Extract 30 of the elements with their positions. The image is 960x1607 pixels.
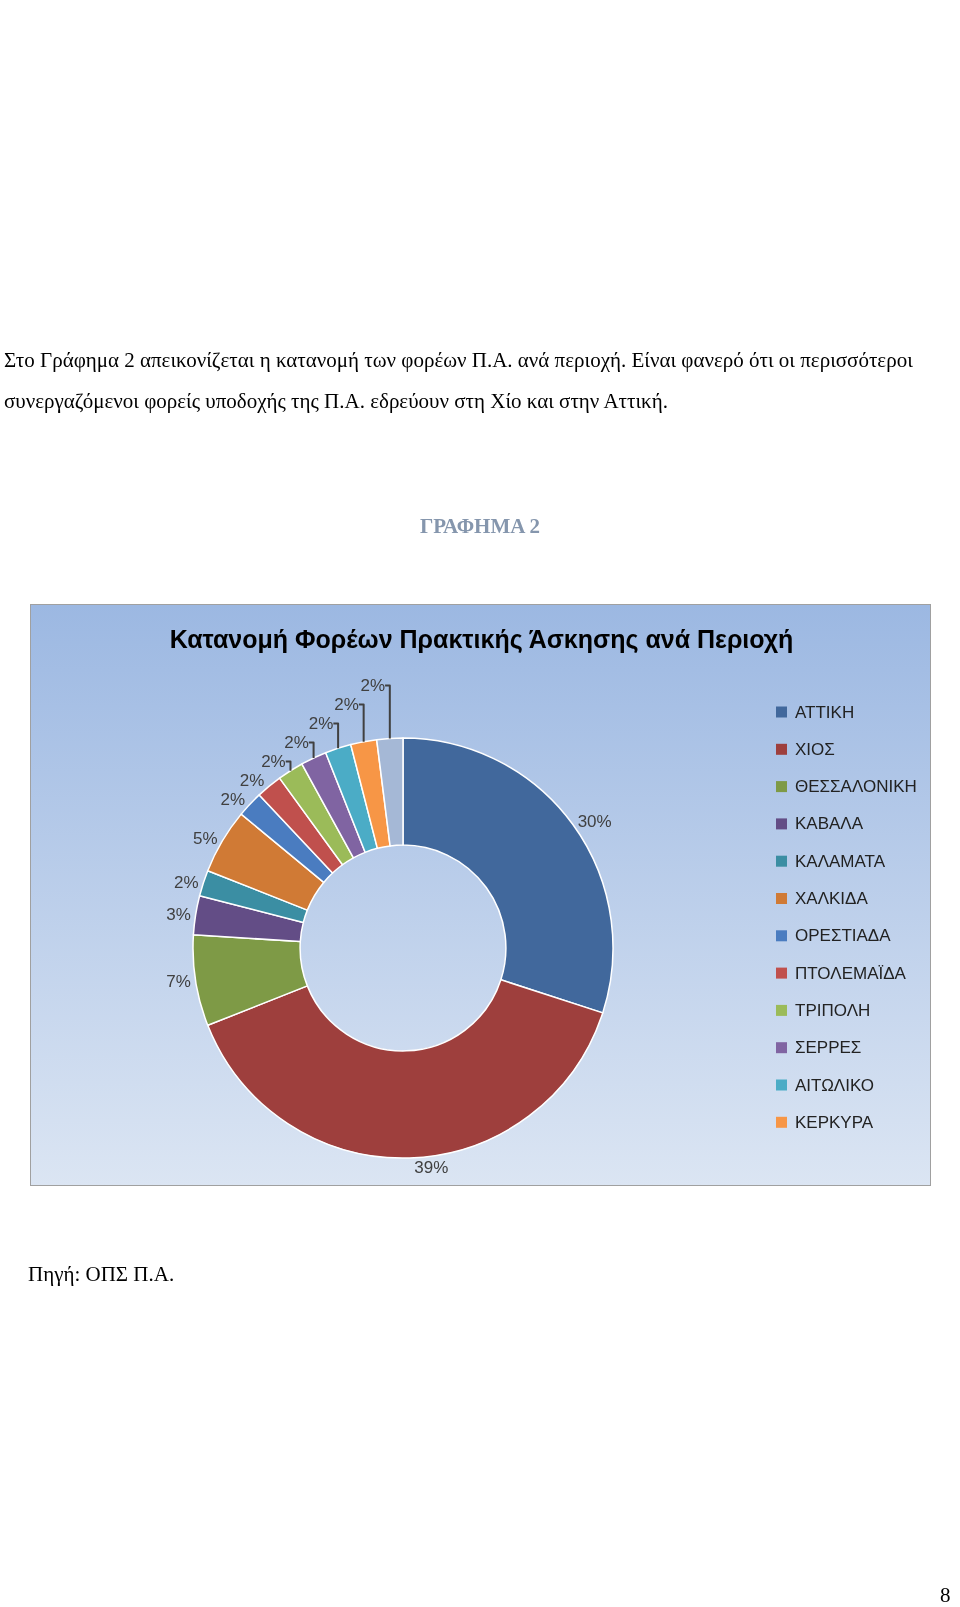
data-label: 2% (220, 790, 246, 810)
legend-label: ΘΕΣΣΑΛΟΝΙΚΗ (795, 777, 917, 796)
legend-label: ΚΕΡΚΥΡΑ (795, 1113, 874, 1132)
data-label: 2% (334, 695, 359, 715)
data-label: 2% (261, 752, 286, 772)
data-label: 2% (284, 733, 309, 753)
text: ΓΡΑΦΗΜΑ 2 (418, 514, 542, 539)
data-label: 7% (166, 971, 191, 991)
data-label: 2% (308, 714, 334, 734)
legend-label: ΚΑΛΑΜΑΤΑ (795, 852, 886, 871)
data-label: 2% (239, 771, 265, 791)
legend-label: ΠΤΟΛΕΜΑΪΔΑ (795, 964, 907, 983)
legend-label: ΧΙΟΣ (795, 740, 835, 759)
data-label: 30% (577, 811, 612, 831)
legend-label: ΑΤΤΙΚΗ (795, 703, 855, 722)
legend-label: ΑΙΤΩΛΙΚΟ (795, 1076, 874, 1095)
legend-label: ΟΡΕΣΤΙΑΔΑ (795, 926, 892, 945)
legend-label: ΚΑΒΑΛΑ (795, 814, 864, 833)
legend-label: ΧΑΛΚΙΔΑ (795, 889, 869, 908)
data-label: 2% (173, 872, 199, 892)
legend-label: ΤΡΙΠΟΛΗ (795, 1001, 871, 1020)
data-label: 5% (192, 829, 218, 849)
data-label: 39% (414, 1157, 449, 1177)
chart-title: Κατανομή Φορέων Πρακτικής Άσκησης ανά Περιοχή (169, 624, 794, 654)
text: 8 (940, 1583, 951, 1607)
legend-label: ΣΕΡΡΕΣ (795, 1038, 862, 1057)
text: Πηγή: ΟΠΣ Π.Α. (28, 1262, 175, 1287)
data-label: 2% (360, 676, 386, 696)
text: Στο Γράφημα 2 απεικονίζεται η κατανομή των φορέων Π.Α. ανά περιοχή. Είναι φανερό ότι οι περισσότεροι συνεργαζόμενοι φορείς υποδοχής της Π.Α. εδρεύουν στη Χίο και στην Αττική. (4, 347, 914, 415)
data-label: 3% (166, 905, 191, 925)
